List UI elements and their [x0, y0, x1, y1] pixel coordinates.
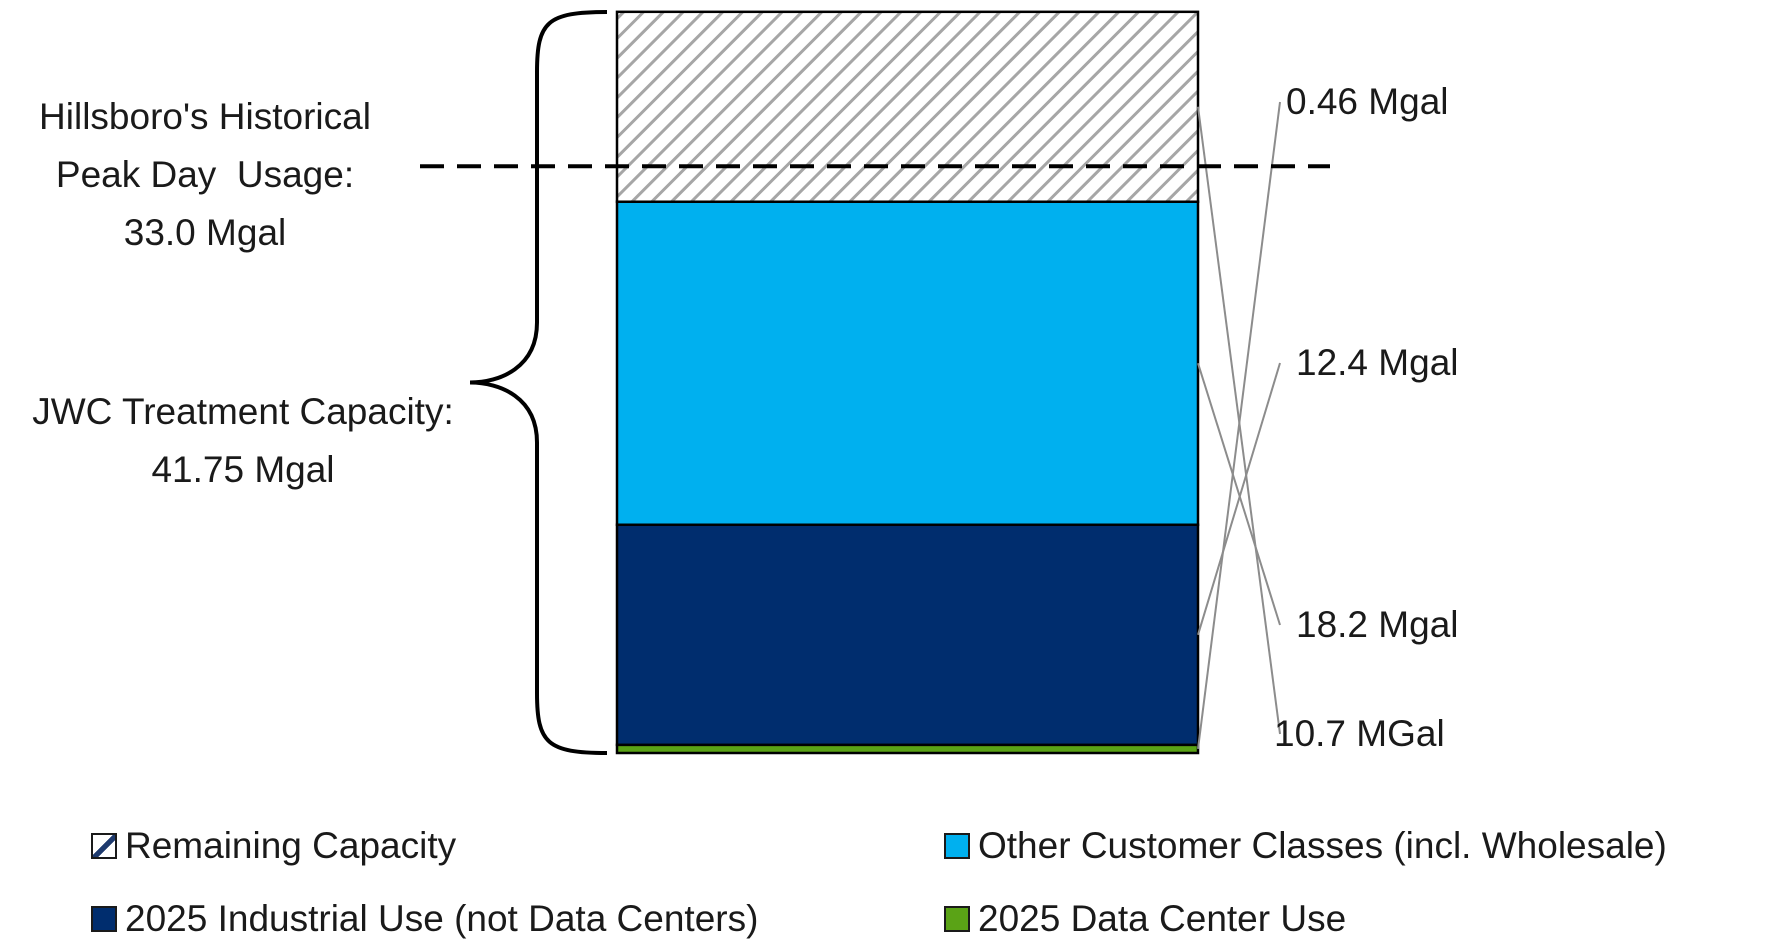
- leader-line: [1197, 362, 1281, 636]
- peak-usage-annotation: Hillsboro's Historical Peak Day Usage: 3…: [0, 88, 410, 262]
- legend-item-data-center-use: 2025 Data Center Use: [944, 897, 1346, 941]
- legend-label: 2025 Industrial Use (not Data Centers): [125, 898, 759, 939]
- value-label-data-center-use: 0.46 Mgal: [1286, 81, 1449, 122]
- legend-item-industrial-use: 2025 Industrial Use (not Data Centers): [91, 897, 758, 941]
- legend-label: Other Customer Classes (incl. Wholesale): [978, 825, 1667, 866]
- legend-label: Remaining Capacity: [125, 825, 457, 866]
- hatched-swatch-icon: [91, 833, 117, 859]
- value-label-other-customer-classes: 18.2 Mgal: [1296, 604, 1459, 645]
- green-swatch-icon: [944, 906, 970, 932]
- bar-stack: [615, 10, 1200, 755]
- capacity-annotation-line-1: JWC Treatment Capacity:: [32, 391, 454, 432]
- value-leader-lines: [1197, 101, 1281, 750]
- legend-label: 2025 Data Center Use: [978, 898, 1347, 939]
- peak-annotation-line-1: Hillsboro's Historical: [39, 96, 371, 137]
- leader-line: [1197, 362, 1281, 626]
- peak-annotation-line-3: 33.0 Mgal: [123, 212, 287, 253]
- value-label-industrial-use: 12.4 Mgal: [1296, 342, 1459, 383]
- legend-item-other-customer-classes: Other Customer Classes (incl. Wholesale): [944, 824, 1667, 868]
- capacity-annotation-line-2: 41.75 Mgal: [151, 449, 335, 490]
- value-label-remaining-capacity: 10.7 MGal: [1274, 713, 1445, 754]
- peak-annotation-line-2: Peak Day Usage:: [55, 154, 355, 195]
- capacity-annotation: JWC Treatment Capacity: 41.75 Mgal: [0, 383, 486, 499]
- leader-line: [1197, 106, 1281, 735]
- navy-swatch-icon: [91, 906, 117, 932]
- blue-swatch-icon: [944, 833, 970, 859]
- legend-item-remaining-capacity: Remaining Capacity: [91, 824, 456, 868]
- bar-segment-other-customer-classes-incl-wholesale: [615, 200, 1200, 527]
- bar-segment-remaining-capacity: [615, 10, 1200, 203]
- capacity-brace: [469, 10, 608, 755]
- bar-segment-2025-industrial-use-not-data-centers: [615, 523, 1200, 747]
